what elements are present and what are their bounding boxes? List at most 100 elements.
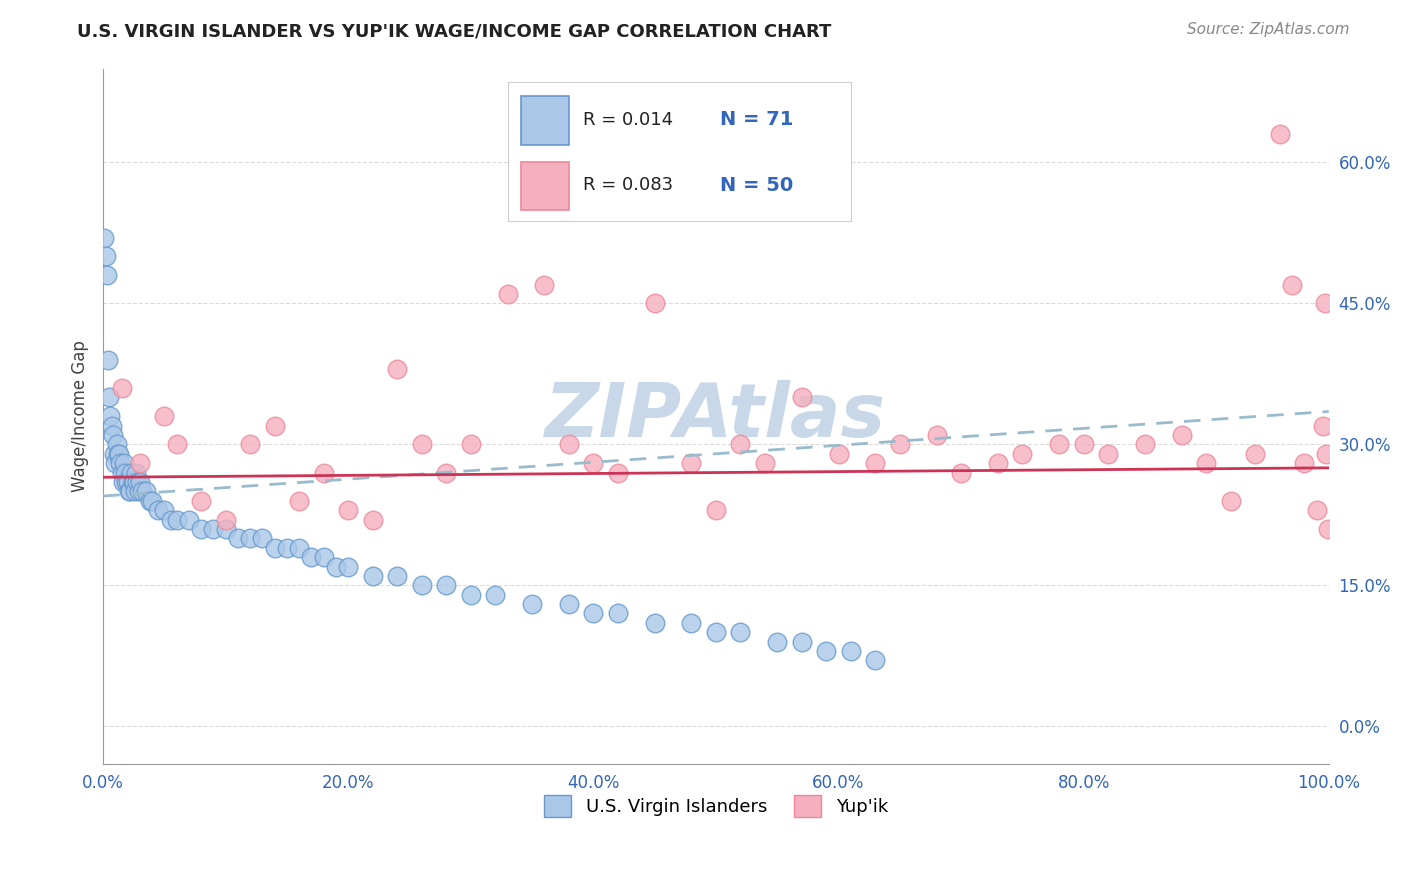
Point [239,531,262,545]
Point [681,615,703,630]
Point [434,578,457,592]
Point [1294,456,1316,470]
Point [112,456,135,470]
Point [263,541,285,555]
Point [93,230,115,244]
Point [129,456,152,470]
Point [94,249,117,263]
Point [312,550,335,565]
Point [754,456,776,470]
Point [108,447,131,461]
Point [644,296,666,310]
Point [1313,296,1336,310]
Point [148,503,170,517]
Point [520,597,543,611]
Point [97,352,120,367]
Point [128,484,150,499]
Point [121,475,143,489]
Point [865,456,887,470]
Point [484,588,506,602]
Point [1281,277,1303,292]
Point [127,475,149,489]
Point [681,456,703,470]
Point [1073,437,1095,451]
Point [1268,128,1291,142]
Text: Source: ZipAtlas.com: Source: ZipAtlas.com [1187,22,1350,37]
Point [839,644,862,658]
Point [239,437,262,451]
Point [190,522,212,536]
Point [889,437,911,451]
Point [159,512,181,526]
Point [582,607,605,621]
Point [337,503,360,517]
Y-axis label: Wage/Income Gap: Wage/Income Gap [72,340,89,492]
Point [226,531,249,545]
Point [644,615,666,630]
Point [1170,428,1192,442]
Point [153,409,176,424]
Point [1315,447,1337,461]
Point [1011,447,1033,461]
Point [1305,503,1327,517]
Point [98,390,121,404]
Point [107,447,129,461]
Point [117,475,139,489]
Point [138,493,160,508]
Point [361,569,384,583]
Point [110,466,132,480]
Point [730,625,752,640]
Point [1244,447,1267,461]
Point [312,466,335,480]
Point [153,503,176,517]
Point [141,493,163,508]
Point [815,644,838,658]
Point [120,484,142,499]
Point [337,559,360,574]
Point [558,597,581,611]
Point [125,466,148,480]
Point [606,607,628,621]
Point [987,456,1010,470]
Point [325,559,347,574]
Point [704,625,727,640]
Point [114,466,136,480]
Point [118,484,141,499]
Point [1316,522,1339,536]
Point [790,390,813,404]
Point [104,456,127,470]
Point [124,484,146,499]
Point [120,466,142,480]
Point [100,409,122,424]
Point [103,447,125,461]
Point [387,362,409,376]
Point [190,493,212,508]
Point [122,475,145,489]
Point [790,634,813,648]
Point [1097,447,1119,461]
Point [252,531,274,545]
Point [1219,493,1241,508]
Point [276,541,298,555]
Text: U.S. VIRGIN ISLANDER VS YUP'IK WAGE/INCOME GAP CORRELATION CHART: U.S. VIRGIN ISLANDER VS YUP'IK WAGE/INCO… [77,22,832,40]
Point [766,634,789,648]
Point [460,588,482,602]
Point [411,437,433,451]
Point [288,541,311,555]
Point [166,437,188,451]
Point [100,418,122,433]
Point [115,475,138,489]
Legend: U.S. Virgin Islanders, Yup'ik: U.S. Virgin Islanders, Yup'ik [537,788,896,824]
Point [110,456,132,470]
Point [925,428,948,442]
Point [131,484,153,499]
Point [582,456,605,470]
Point [460,437,482,451]
Point [96,268,118,283]
Point [865,653,887,667]
Point [361,512,384,526]
Point [950,466,973,480]
Point [101,428,124,442]
Point [135,484,157,499]
Point [111,475,134,489]
